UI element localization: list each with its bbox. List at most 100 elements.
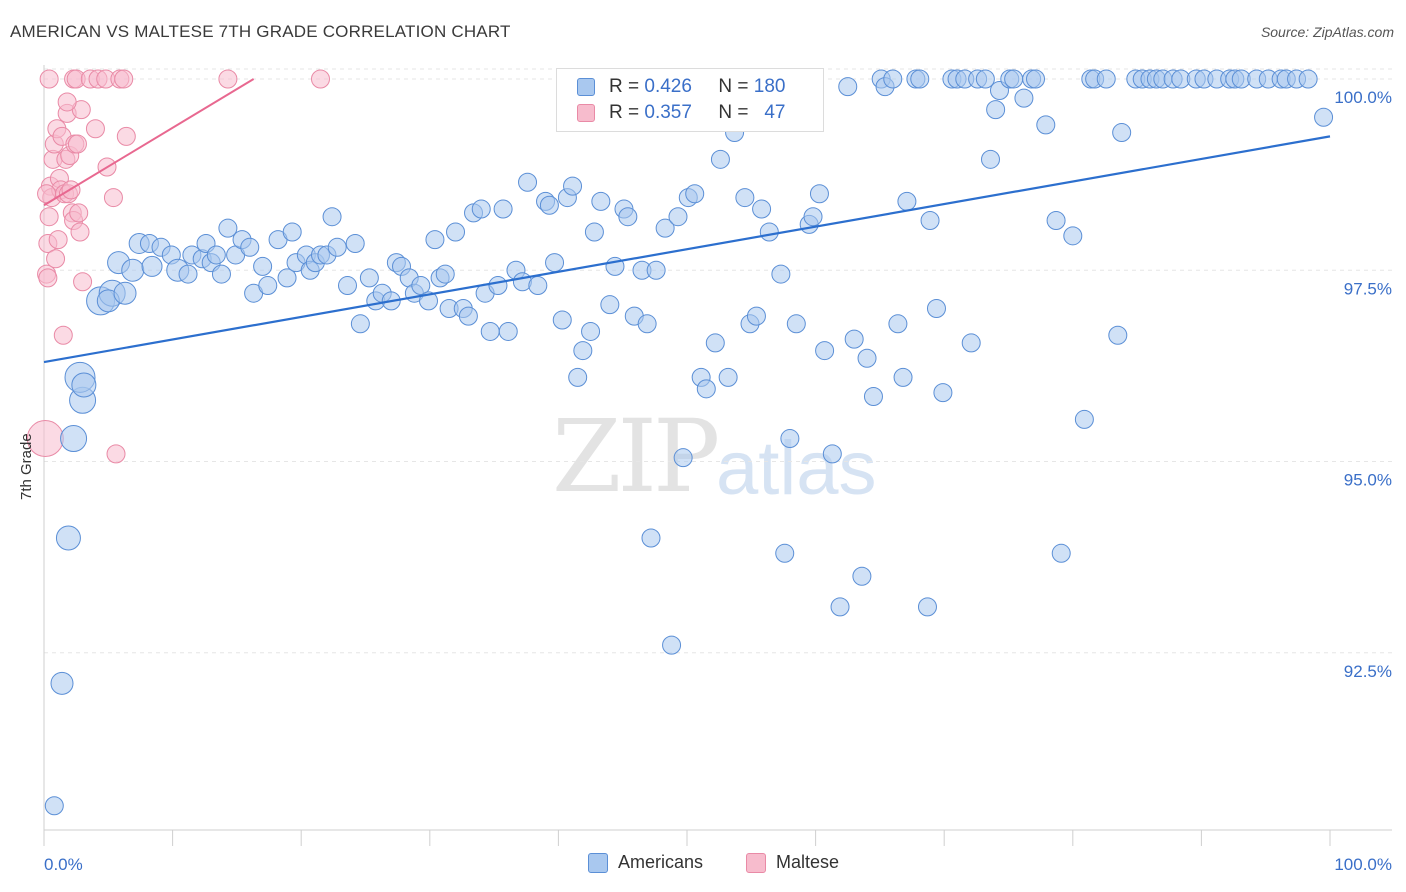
americans-point — [44, 796, 64, 816]
americans-point — [1026, 69, 1046, 89]
americans-point — [581, 321, 601, 341]
trend-lines — [43, 78, 1331, 364]
americans-point — [883, 69, 903, 89]
americans-point — [258, 276, 278, 296]
legend-r-value-americans: 0.426 — [644, 76, 692, 97]
americans-point — [780, 429, 800, 449]
y-axis-label: 7th Grade — [18, 433, 35, 500]
americans-point — [71, 372, 97, 398]
source-label: Source: ZipAtlas.com — [1260, 24, 1394, 40]
maltese-point — [106, 444, 126, 464]
bottom-legend-swatch-americans — [588, 852, 608, 873]
americans-point — [815, 341, 835, 361]
americans-point — [759, 222, 779, 242]
legend-r-label-maltese: R = — [609, 102, 640, 123]
americans-point — [705, 333, 725, 353]
americans-point — [563, 176, 583, 196]
americans-point — [1004, 69, 1024, 89]
americans-point — [568, 367, 588, 387]
americans-point — [178, 264, 198, 284]
americans-point — [518, 172, 538, 192]
tick-labels: 92.5% 95.0% 97.5% 100.0% 0.0% 100.0% — [44, 88, 1392, 874]
americans-point — [113, 281, 137, 305]
americans-point — [986, 100, 1006, 120]
americans-point — [240, 237, 260, 257]
maltese-point — [67, 134, 87, 154]
y-tick-label: 95.0% — [1344, 471, 1392, 490]
maltese-trend-line — [43, 78, 255, 207]
americans-point — [926, 299, 946, 318]
americans-point — [655, 218, 675, 238]
americans-point — [809, 184, 829, 204]
legend-swatch-maltese — [577, 104, 595, 122]
americans-point — [488, 276, 508, 296]
americans-point — [1298, 69, 1318, 89]
bottom-legend-label-maltese: Maltese — [776, 852, 840, 872]
x-tick-label: 0.0% — [44, 855, 83, 874]
americans-point — [458, 306, 478, 326]
americans-point — [641, 528, 661, 548]
axes — [43, 65, 1392, 846]
americans-point — [917, 597, 937, 617]
americans-point — [844, 329, 864, 349]
americans-point — [775, 543, 795, 563]
legend-n-label-maltese: N = — [718, 102, 749, 123]
americans-point — [539, 195, 559, 215]
maltese-point — [114, 69, 134, 89]
maltese-point — [57, 92, 77, 112]
americans-point — [322, 207, 342, 227]
americans-point — [600, 295, 620, 315]
americans-point — [822, 444, 842, 464]
americans-point — [786, 314, 806, 334]
americans-point — [584, 222, 604, 242]
americans-point — [1108, 325, 1128, 345]
americans-point — [359, 268, 379, 288]
americans-point — [337, 276, 357, 296]
americans-point — [480, 321, 500, 341]
legend-n-value-americans: 180 — [753, 76, 786, 97]
bottom-legend-americans: Americans — [588, 852, 703, 873]
maltese-point — [38, 268, 58, 288]
americans-point — [668, 207, 688, 227]
americans-point — [920, 211, 940, 231]
americans-point — [897, 191, 917, 211]
y-axis-label-wrap: 7th Grade — [18, 433, 38, 600]
chart-title: AMERICAN VS MALTESE 7TH GRADE CORRELATIO… — [10, 22, 511, 41]
x-tick-label: 100.0% — [1334, 855, 1392, 874]
americans-point — [735, 188, 755, 208]
maltese-point — [310, 69, 330, 89]
americans-point — [1112, 123, 1132, 143]
americans-point — [350, 314, 370, 334]
y-tick-label: 92.5% — [1344, 662, 1392, 681]
bottom-legend-label-americans: Americans — [618, 852, 704, 872]
maltese-point — [116, 126, 136, 146]
americans-point — [411, 276, 431, 296]
americans-point — [1096, 69, 1116, 89]
americans-point — [471, 199, 491, 219]
legend-swatch-americans — [577, 78, 595, 96]
maltese-point — [218, 69, 238, 89]
legend-n-value-maltese: 47 — [764, 102, 786, 123]
maltese-point — [103, 188, 123, 208]
americans-point — [277, 268, 297, 288]
americans-point — [673, 448, 693, 468]
maltese-point — [53, 325, 73, 345]
americans-point — [980, 149, 1000, 169]
y-tick-label: 97.5% — [1344, 279, 1392, 298]
bottom-legend-swatch-maltese — [746, 852, 766, 873]
americans-point — [662, 635, 682, 655]
americans-point — [1314, 107, 1334, 127]
americans-point — [345, 233, 365, 253]
americans-point — [1074, 409, 1094, 429]
stats-legend: R = 0.426 N = 180 R = 0.357 N = 47 — [556, 68, 824, 132]
americans-point — [838, 77, 858, 97]
maltese-point — [70, 222, 90, 242]
americans-point — [857, 348, 877, 368]
americans-point — [425, 230, 445, 250]
americans-point — [498, 321, 518, 341]
americans-point — [493, 199, 513, 219]
americans-point — [910, 69, 930, 89]
americans-point — [435, 264, 455, 284]
americans-point — [206, 245, 226, 265]
